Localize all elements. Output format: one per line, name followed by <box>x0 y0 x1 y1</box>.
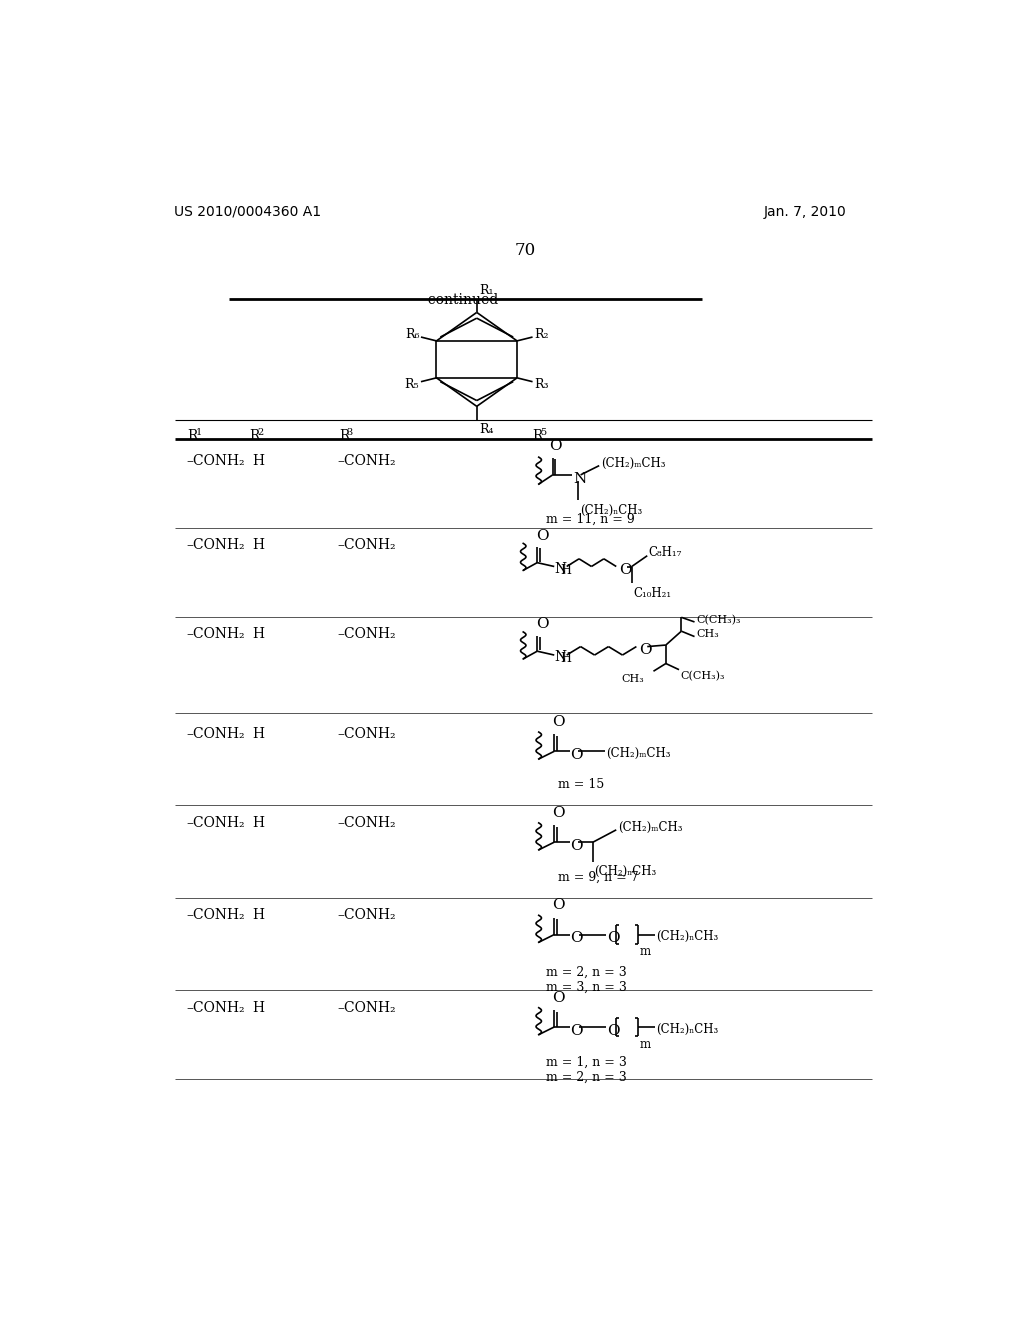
Text: O: O <box>569 1024 583 1038</box>
Text: m = 2, n = 3
m = 3, n = 3: m = 2, n = 3 m = 3, n = 3 <box>547 965 628 994</box>
Text: H: H <box>252 454 264 469</box>
Text: –CONH₂: –CONH₂ <box>337 454 396 469</box>
Text: O: O <box>569 748 583 762</box>
Text: R₃: R₃ <box>535 378 549 391</box>
Text: –CONH₂: –CONH₂ <box>337 908 396 923</box>
Text: C₈H₁₇: C₈H₁₇ <box>649 546 682 560</box>
Text: O: O <box>569 932 583 945</box>
Text: H: H <box>560 564 571 577</box>
Text: –CONH₂: –CONH₂ <box>337 539 396 552</box>
Text: O: O <box>620 564 632 577</box>
Text: R: R <box>250 429 260 444</box>
Text: –CONH₂: –CONH₂ <box>186 726 245 741</box>
Text: R₂: R₂ <box>535 329 549 342</box>
Text: 1: 1 <box>196 428 202 437</box>
Text: (CH₂)ₘCH₃: (CH₂)ₘCH₃ <box>601 457 666 470</box>
Text: (CH₂)ₙCH₃: (CH₂)ₙCH₃ <box>595 866 656 878</box>
Text: m = 11, n = 9: m = 11, n = 9 <box>547 512 635 525</box>
Text: R₅: R₅ <box>404 378 420 391</box>
Text: –CONH₂: –CONH₂ <box>186 539 245 552</box>
Text: O: O <box>552 990 564 1005</box>
Text: CH₃: CH₃ <box>622 675 644 684</box>
Text: 5: 5 <box>541 428 547 437</box>
Text: O: O <box>552 715 564 729</box>
Text: –CONH₂: –CONH₂ <box>337 627 396 640</box>
Text: US 2010/0004360 A1: US 2010/0004360 A1 <box>174 205 322 219</box>
Text: C₁₀H₂₁: C₁₀H₂₁ <box>633 586 672 599</box>
Text: H: H <box>252 539 264 552</box>
Text: H: H <box>252 726 264 741</box>
Text: N: N <box>572 473 586 487</box>
Text: Jan. 7, 2010: Jan. 7, 2010 <box>764 205 846 219</box>
Text: (CH₂)ₘCH₃: (CH₂)ₘCH₃ <box>606 747 671 760</box>
Text: O: O <box>550 440 562 453</box>
Text: m: m <box>640 1038 650 1051</box>
Text: C(CH₃)₃: C(CH₃)₃ <box>696 615 740 624</box>
Text: R₁: R₁ <box>479 284 494 297</box>
Text: O: O <box>569 840 583 853</box>
Text: H: H <box>252 816 264 830</box>
Text: O: O <box>536 618 548 631</box>
Text: –CONH₂: –CONH₂ <box>186 1001 245 1015</box>
Text: O: O <box>552 898 564 912</box>
Text: O: O <box>536 528 548 543</box>
Text: C(CH₃)₃: C(CH₃)₃ <box>681 671 725 681</box>
Text: CH₃: CH₃ <box>696 630 719 639</box>
Text: R: R <box>187 429 198 444</box>
Text: 3: 3 <box>346 428 353 437</box>
Text: -continued: -continued <box>424 293 499 308</box>
Text: m = 15: m = 15 <box>558 779 604 791</box>
Text: m = 1, n = 3
m = 2, n = 3: m = 1, n = 3 m = 2, n = 3 <box>547 1056 628 1084</box>
Text: –CONH₂: –CONH₂ <box>337 1001 396 1015</box>
Text: R₄: R₄ <box>479 424 494 437</box>
Text: H: H <box>252 908 264 923</box>
Text: –CONH₂: –CONH₂ <box>186 454 245 469</box>
Text: N: N <box>554 562 566 576</box>
Text: –CONH₂: –CONH₂ <box>186 627 245 640</box>
Text: N: N <box>554 651 566 664</box>
Text: H: H <box>252 1001 264 1015</box>
Text: –CONH₂: –CONH₂ <box>337 726 396 741</box>
Text: –CONH₂: –CONH₂ <box>186 908 245 923</box>
Text: –CONH₂: –CONH₂ <box>337 816 396 830</box>
Text: O: O <box>607 932 620 945</box>
Text: 70: 70 <box>514 242 536 259</box>
Text: R: R <box>339 429 349 444</box>
Text: O: O <box>552 805 564 820</box>
Text: O: O <box>607 1024 620 1038</box>
Text: (CH₂)ₙCH₃: (CH₂)ₙCH₃ <box>580 504 642 517</box>
Text: (CH₂)ₙCH₃: (CH₂)ₙCH₃ <box>656 1023 719 1036</box>
Text: H: H <box>560 652 571 665</box>
Text: O: O <box>640 643 652 657</box>
Text: 2: 2 <box>257 428 263 437</box>
Text: H: H <box>252 627 264 640</box>
Text: (CH₂)ₙCH₃: (CH₂)ₙCH₃ <box>656 931 719 944</box>
Text: m: m <box>640 945 650 958</box>
Text: (CH₂)ₘCH₃: (CH₂)ₘCH₃ <box>617 821 682 834</box>
Text: R₆: R₆ <box>404 329 420 342</box>
Text: R: R <box>532 429 543 444</box>
Text: m = 9, n = 7: m = 9, n = 7 <box>558 871 639 883</box>
Text: –CONH₂: –CONH₂ <box>186 816 245 830</box>
